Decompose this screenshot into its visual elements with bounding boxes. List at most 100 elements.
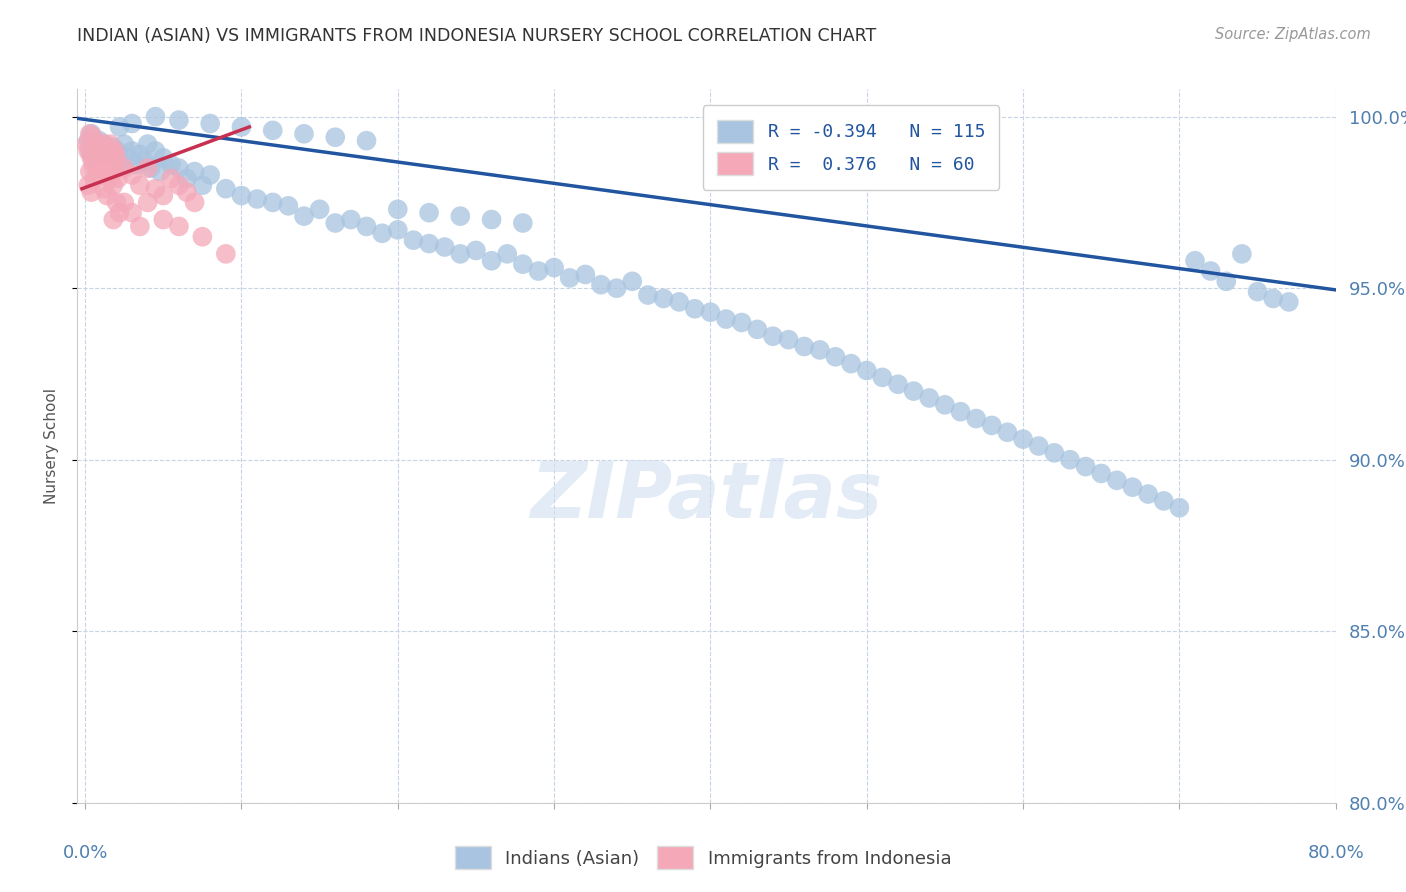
- Point: [323, 216, 346, 230]
- Point: [145, 182, 167, 196]
- Point: [527, 264, 550, 278]
- Point: [418, 236, 440, 251]
- Point: [136, 137, 159, 152]
- Point: [136, 161, 159, 175]
- Point: [481, 253, 503, 268]
- Point: [433, 240, 456, 254]
- Point: [176, 171, 198, 186]
- Point: [1263, 292, 1285, 306]
- Point: [108, 120, 131, 134]
- Y-axis label: Nursery School: Nursery School: [44, 388, 59, 504]
- Point: [98, 171, 121, 186]
- Point: [160, 171, 183, 186]
- Point: [79, 164, 101, 178]
- Point: [84, 140, 107, 154]
- Point: [84, 147, 107, 161]
- Point: [83, 140, 105, 154]
- Point: [512, 216, 534, 230]
- Point: [84, 137, 107, 152]
- Point: [167, 219, 190, 234]
- Point: [124, 158, 146, 172]
- Text: ZIPatlas: ZIPatlas: [530, 458, 883, 534]
- Point: [97, 168, 120, 182]
- Point: [94, 151, 117, 165]
- Point: [121, 205, 143, 219]
- Point: [418, 205, 440, 219]
- Point: [105, 195, 128, 210]
- Point: [160, 158, 183, 172]
- Point: [200, 116, 222, 130]
- Point: [262, 123, 284, 137]
- Point: [1074, 459, 1097, 474]
- Point: [1012, 432, 1035, 446]
- Point: [340, 212, 363, 227]
- Point: [371, 227, 394, 241]
- Point: [134, 154, 156, 169]
- Point: [356, 219, 378, 234]
- Text: Source: ZipAtlas.com: Source: ZipAtlas.com: [1215, 27, 1371, 42]
- Point: [96, 144, 118, 158]
- Point: [949, 405, 972, 419]
- Point: [100, 151, 122, 165]
- Point: [1199, 264, 1222, 278]
- Point: [80, 127, 103, 141]
- Point: [292, 209, 315, 223]
- Point: [103, 178, 125, 193]
- Point: [191, 178, 214, 193]
- Point: [152, 212, 174, 227]
- Point: [191, 229, 214, 244]
- Point: [89, 134, 111, 148]
- Point: [621, 274, 644, 288]
- Point: [105, 151, 128, 165]
- Text: INDIAN (ASIAN) VS IMMIGRANTS FROM INDONESIA NURSERY SCHOOL CORRELATION CHART: INDIAN (ASIAN) VS IMMIGRANTS FROM INDONE…: [77, 27, 876, 45]
- Point: [574, 268, 596, 282]
- Point: [387, 223, 409, 237]
- Point: [808, 343, 831, 357]
- Point: [1105, 473, 1128, 487]
- Point: [668, 294, 690, 309]
- Text: 80.0%: 80.0%: [1308, 844, 1364, 862]
- Point: [449, 247, 471, 261]
- Text: 0.0%: 0.0%: [62, 844, 108, 862]
- Point: [79, 144, 101, 158]
- Point: [465, 244, 488, 258]
- Point: [80, 185, 103, 199]
- Legend: Indians (Asian), Immigrants from Indonesia: Indians (Asian), Immigrants from Indones…: [446, 838, 960, 879]
- Point: [108, 154, 131, 169]
- Point: [86, 147, 108, 161]
- Point: [93, 137, 115, 152]
- Point: [231, 120, 253, 134]
- Point: [558, 271, 581, 285]
- Point: [731, 316, 754, 330]
- Point: [76, 137, 98, 152]
- Point: [200, 168, 222, 182]
- Point: [1090, 467, 1112, 481]
- Point: [105, 144, 128, 158]
- Point: [747, 322, 769, 336]
- Point: [94, 161, 117, 175]
- Point: [77, 178, 100, 193]
- Point: [104, 144, 127, 158]
- Point: [145, 110, 167, 124]
- Point: [1230, 247, 1253, 261]
- Point: [91, 151, 114, 165]
- Point: [918, 391, 941, 405]
- Point: [136, 195, 159, 210]
- Point: [103, 140, 125, 154]
- Point: [93, 182, 115, 196]
- Point: [934, 398, 956, 412]
- Point: [176, 185, 198, 199]
- Point: [82, 151, 104, 165]
- Point: [980, 418, 1002, 433]
- Point: [104, 161, 127, 175]
- Point: [997, 425, 1019, 440]
- Point: [839, 357, 862, 371]
- Point: [1028, 439, 1050, 453]
- Point: [683, 301, 706, 316]
- Point: [103, 212, 125, 227]
- Point: [308, 202, 330, 217]
- Point: [183, 164, 205, 178]
- Point: [167, 161, 190, 175]
- Point: [118, 151, 141, 165]
- Point: [778, 333, 800, 347]
